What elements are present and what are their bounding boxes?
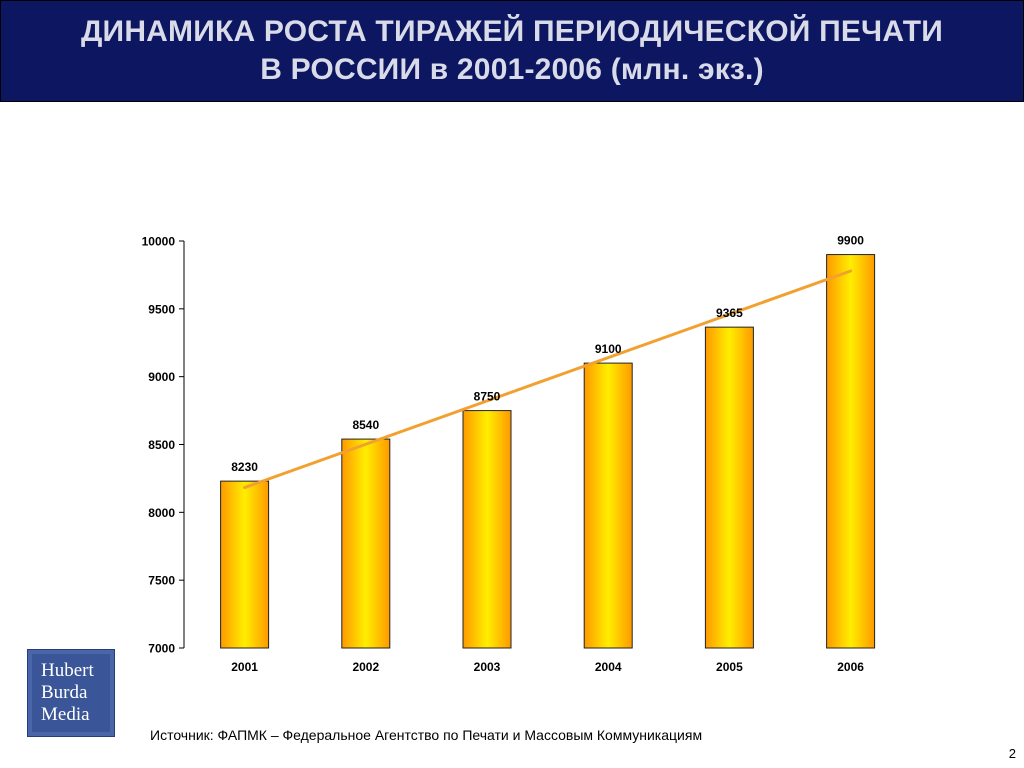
x-tick-label-2004: 2004 bbox=[595, 660, 622, 674]
y-tick-label: 8000 bbox=[148, 506, 175, 520]
y-tick-label: 7000 bbox=[148, 642, 175, 656]
page-title-line-1: ДИНАМИКА РОСТА ТИРАЖЕЙ ПЕРИОДИЧЕСКОЙ ПЕЧ… bbox=[80, 15, 943, 48]
logo-text-line-1: Hubert bbox=[41, 660, 94, 681]
data-label-2005: 9365 bbox=[716, 306, 743, 320]
y-tick-label: 8500 bbox=[148, 438, 175, 452]
page-number: 2 bbox=[1008, 746, 1016, 761]
y-tick-label: 9000 bbox=[148, 370, 175, 384]
bar-2006 bbox=[826, 254, 876, 649]
title-banner: ДИНАМИКА РОСТА ТИРАЖЕЙ ПЕРИОДИЧЕСКОЙ ПЕЧ… bbox=[0, 0, 1024, 102]
data-label-2003: 8750 bbox=[474, 390, 501, 404]
x-tick-label-2003: 2003 bbox=[474, 660, 501, 674]
data-label-2006: 9900 bbox=[837, 234, 864, 248]
bar-2003 bbox=[462, 410, 512, 649]
logo-text-line-3: Media bbox=[41, 704, 90, 725]
x-tick-label-2006: 2006 bbox=[837, 660, 864, 674]
data-label-2001: 8230 bbox=[231, 460, 258, 474]
bar-2005 bbox=[704, 326, 754, 649]
bar-2004 bbox=[583, 362, 633, 649]
x-tick-label-2005: 2005 bbox=[716, 660, 743, 674]
x-tick-label-2002: 2002 bbox=[352, 660, 379, 674]
y-tick-label: 9500 bbox=[148, 302, 175, 316]
data-label-2002: 8540 bbox=[352, 418, 379, 432]
bar-2001 bbox=[220, 480, 270, 649]
trend-line bbox=[243, 269, 853, 490]
source-note: Источник: ФАПМК – Федеральное Агентство … bbox=[150, 727, 703, 743]
logo-text-line-2: Burda bbox=[41, 682, 88, 703]
x-tick-label-2001: 2001 bbox=[231, 660, 258, 674]
data-label-2004: 9100 bbox=[595, 342, 622, 356]
page-title-line-2: В РОССИИ в 2001-2006 (млн. экз.) bbox=[260, 53, 764, 86]
bar-2002 bbox=[341, 438, 391, 649]
y-tick-label: 7500 bbox=[148, 574, 175, 588]
y-tick-label: 10000 bbox=[142, 235, 176, 249]
company-logo: Hubert Burda Media bbox=[27, 649, 115, 737]
